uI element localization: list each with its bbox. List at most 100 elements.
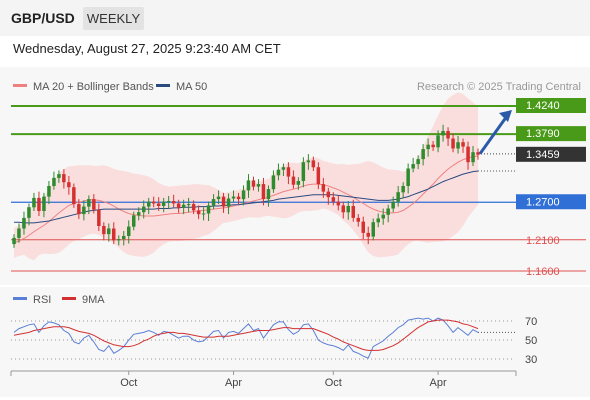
- candle-body: [266, 189, 271, 200]
- candle-body: [171, 201, 176, 204]
- candle-body: [391, 201, 395, 209]
- candle-body: [251, 180, 256, 187]
- symbol-title: GBP/USD: [11, 10, 75, 26]
- level-tag: [516, 194, 586, 210]
- candle-body: [376, 218, 380, 223]
- candle-body: [316, 167, 321, 185]
- candle-body: [381, 214, 385, 219]
- candle-body: [351, 206, 355, 218]
- x-tick-label: Apr: [225, 377, 242, 389]
- x-tick-label: Apr: [430, 377, 447, 389]
- candle-body: [346, 206, 350, 213]
- candle-body: [321, 184, 326, 192]
- candle-body: [466, 146, 470, 163]
- candle-body: [52, 177, 56, 186]
- candle-body: [446, 131, 450, 139]
- candle-body: [181, 204, 186, 208]
- candle-body: [156, 203, 161, 206]
- candle-body: [356, 217, 360, 222]
- level-label: 1.4240: [526, 100, 560, 112]
- candle-body: [421, 149, 425, 160]
- current-price-tag: [516, 146, 586, 162]
- candle-body: [176, 203, 181, 208]
- candle-body: [211, 199, 216, 206]
- candle-body: [127, 226, 131, 236]
- candle-body: [336, 201, 341, 206]
- candle-body: [122, 236, 126, 240]
- candle-body: [37, 197, 41, 211]
- candle-body: [166, 201, 171, 202]
- ma50-line: [14, 170, 479, 224]
- candle-body: [206, 205, 211, 214]
- candle-body: [97, 209, 101, 226]
- candle-body: [147, 201, 151, 207]
- rsi-ma-line: [13, 319, 479, 351]
- candle-body: [132, 215, 136, 227]
- timeframe-tab[interactable]: WEEKLY: [83, 7, 144, 30]
- candle-body: [476, 152, 480, 155]
- candle-body: [191, 204, 196, 211]
- candle-body: [186, 204, 191, 206]
- level-tag: [516, 126, 586, 142]
- candle-body: [276, 169, 281, 176]
- candle-body: [386, 208, 390, 215]
- ma50-swatch: [156, 84, 170, 87]
- rsi-level-label: 30: [525, 354, 537, 366]
- legend-ma50: MA 50: [176, 81, 207, 93]
- candle-body: [401, 186, 405, 193]
- credit-text: Research © 2025 Trading Central: [417, 81, 581, 93]
- candle-body: [57, 174, 61, 178]
- candle-body: [396, 192, 400, 202]
- candle-body: [221, 196, 226, 207]
- candle-body: [117, 239, 121, 241]
- candle-body: [461, 142, 465, 147]
- candle-body: [436, 135, 440, 148]
- candle-body: [67, 182, 71, 188]
- rsi-panel: [0, 287, 590, 397]
- candle-body: [341, 205, 345, 213]
- time-axis: Oct Apr Oct Apr: [10, 370, 517, 389]
- candle-body: [366, 232, 370, 237]
- rsi-level-label: 50: [525, 335, 537, 347]
- level-label: 1.1600: [526, 266, 560, 278]
- ma-bb-swatch: [13, 84, 27, 87]
- candle-body: [87, 199, 91, 207]
- candle-body: [161, 201, 166, 206]
- candle-body: [286, 167, 291, 177]
- rsi-level-label: 70: [525, 316, 537, 328]
- header-bar: GBP/USD WEEKLY: [0, 0, 590, 36]
- candle-body: [331, 197, 336, 202]
- candle-body: [142, 206, 146, 213]
- candle-body: [27, 207, 31, 218]
- candle-body: [426, 144, 430, 150]
- candle-body: [72, 187, 76, 205]
- candle-body: [42, 196, 46, 211]
- bollinger-band: [14, 92, 478, 261]
- candle-body: [92, 199, 96, 210]
- legend-ma-bb: MA 20 + Bollinger Bands: [33, 81, 154, 93]
- candle-body: [82, 206, 86, 215]
- projection-arrow-head: [499, 110, 512, 122]
- candle-body: [361, 221, 365, 233]
- rsi-plot: 70 50 30: [11, 316, 537, 366]
- candle-body: [236, 196, 241, 200]
- rsi-line: [13, 317, 479, 359]
- projection-arrow-shaft: [478, 115, 509, 155]
- candle-body: [411, 164, 415, 169]
- candle-body: [137, 212, 141, 216]
- candle-body: [271, 175, 276, 190]
- candle-body: [12, 237, 16, 245]
- level-label: 1.2700: [526, 196, 560, 208]
- candle-body: [246, 180, 251, 191]
- rsi-swatch: [13, 297, 27, 300]
- timestamp: Wednesday, August 27, 2025 9:23:40 AM CE…: [13, 41, 281, 56]
- candle-body: [301, 162, 306, 181]
- candle-body: [416, 159, 420, 165]
- rsi-ma-swatch: [62, 297, 76, 300]
- candle-body: [296, 181, 301, 185]
- candle-body: [226, 198, 231, 207]
- price-plot: 1.4240 1.3790 1.3459 1.2700 1.2100 1.1600: [11, 92, 586, 278]
- candle-body: [471, 152, 475, 163]
- candle-body: [256, 184, 261, 187]
